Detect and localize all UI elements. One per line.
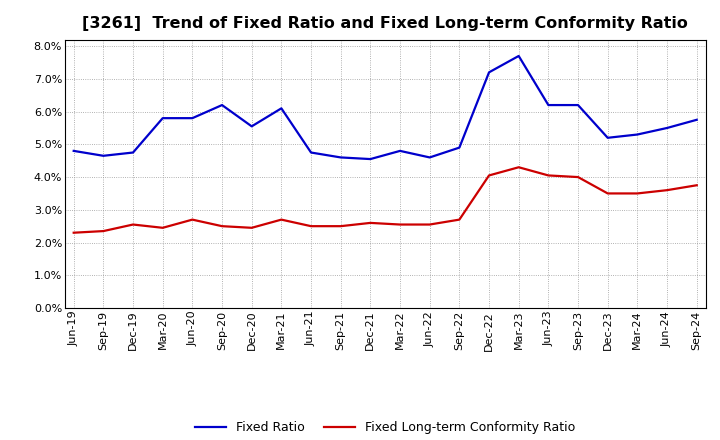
Fixed Ratio [455,145,464,150]
Line: Fixed Ratio: Fixed Ratio [73,56,697,159]
Fixed Long-term Conformity Ratio [366,220,374,226]
Fixed Long-term Conformity Ratio [514,165,523,170]
Fixed Long-term Conformity Ratio [603,191,612,196]
Fixed Long-term Conformity Ratio [99,228,108,234]
Fixed Long-term Conformity Ratio [485,173,493,178]
Fixed Ratio [662,125,671,131]
Fixed Ratio [693,117,701,122]
Fixed Long-term Conformity Ratio [248,225,256,231]
Fixed Long-term Conformity Ratio [217,224,226,229]
Line: Fixed Long-term Conformity Ratio: Fixed Long-term Conformity Ratio [73,167,697,233]
Fixed Long-term Conformity Ratio [574,174,582,180]
Fixed Ratio [426,155,434,160]
Fixed Ratio [633,132,642,137]
Fixed Long-term Conformity Ratio [396,222,405,227]
Fixed Long-term Conformity Ratio [307,224,315,229]
Fixed Ratio [574,103,582,108]
Fixed Ratio [396,148,405,154]
Fixed Long-term Conformity Ratio [544,173,553,178]
Fixed Long-term Conformity Ratio [129,222,138,227]
Fixed Ratio [514,53,523,59]
Fixed Ratio [217,103,226,108]
Fixed Ratio [603,135,612,140]
Fixed Ratio [99,153,108,158]
Fixed Long-term Conformity Ratio [662,187,671,193]
Fixed Ratio [248,124,256,129]
Fixed Long-term Conformity Ratio [277,217,286,222]
Fixed Long-term Conformity Ratio [158,225,167,231]
Fixed Long-term Conformity Ratio [426,222,434,227]
Fixed Ratio [336,155,345,160]
Fixed Long-term Conformity Ratio [633,191,642,196]
Fixed Ratio [277,106,286,111]
Fixed Ratio [485,70,493,75]
Fixed Long-term Conformity Ratio [188,217,197,222]
Fixed Ratio [129,150,138,155]
Fixed Long-term Conformity Ratio [69,230,78,235]
Title: [3261]  Trend of Fixed Ratio and Fixed Long-term Conformity Ratio: [3261] Trend of Fixed Ratio and Fixed Lo… [82,16,688,32]
Fixed Long-term Conformity Ratio [693,183,701,188]
Fixed Ratio [188,116,197,121]
Fixed Ratio [307,150,315,155]
Fixed Ratio [158,116,167,121]
Fixed Long-term Conformity Ratio [336,224,345,229]
Legend: Fixed Ratio, Fixed Long-term Conformity Ratio: Fixed Ratio, Fixed Long-term Conformity … [190,416,580,439]
Fixed Ratio [544,103,553,108]
Fixed Ratio [69,148,78,154]
Fixed Long-term Conformity Ratio [455,217,464,222]
Fixed Ratio [366,157,374,162]
